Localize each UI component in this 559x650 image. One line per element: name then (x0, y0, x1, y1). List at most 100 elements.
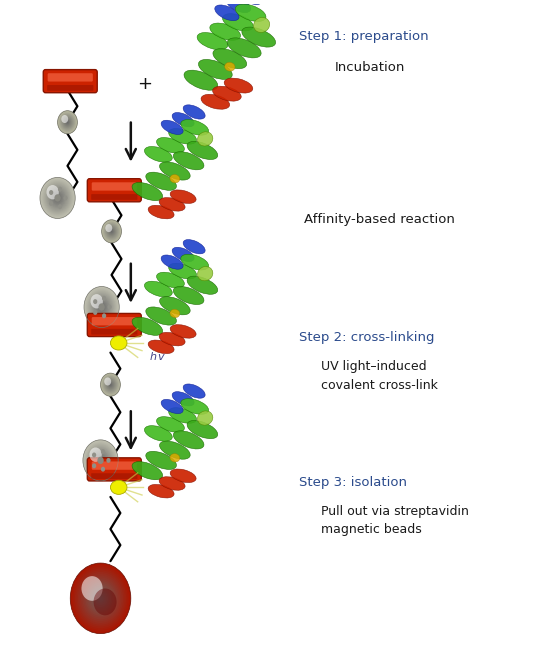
Ellipse shape (170, 469, 196, 482)
Circle shape (73, 567, 128, 630)
Ellipse shape (161, 120, 183, 135)
Ellipse shape (161, 399, 183, 413)
Circle shape (110, 384, 111, 385)
Circle shape (54, 194, 61, 202)
Ellipse shape (132, 462, 163, 480)
Circle shape (47, 186, 68, 210)
Ellipse shape (172, 392, 194, 406)
Ellipse shape (184, 70, 218, 90)
FancyBboxPatch shape (47, 85, 93, 91)
Circle shape (107, 226, 116, 237)
Ellipse shape (144, 146, 172, 162)
Ellipse shape (173, 287, 204, 305)
Circle shape (98, 458, 103, 463)
Ellipse shape (235, 4, 266, 21)
Circle shape (40, 177, 75, 218)
Ellipse shape (215, 5, 239, 21)
Circle shape (111, 231, 112, 232)
Ellipse shape (187, 276, 217, 294)
Circle shape (85, 287, 119, 326)
Circle shape (49, 188, 67, 208)
Circle shape (93, 310, 97, 315)
Circle shape (102, 296, 106, 301)
Ellipse shape (157, 272, 184, 288)
Ellipse shape (201, 94, 230, 109)
Circle shape (97, 456, 104, 465)
Circle shape (99, 458, 102, 462)
Circle shape (108, 382, 112, 387)
Ellipse shape (146, 451, 177, 469)
Circle shape (78, 572, 123, 625)
Ellipse shape (132, 317, 163, 335)
Circle shape (108, 227, 115, 235)
Ellipse shape (183, 240, 205, 254)
Circle shape (88, 291, 116, 324)
Text: UV light–induced
covalent cross-link: UV light–induced covalent cross-link (321, 360, 438, 392)
Ellipse shape (170, 309, 180, 318)
Circle shape (58, 187, 62, 192)
Circle shape (84, 442, 116, 479)
Circle shape (97, 302, 106, 312)
Circle shape (98, 304, 105, 311)
Circle shape (63, 116, 73, 128)
Circle shape (99, 597, 102, 600)
Circle shape (93, 588, 117, 616)
Circle shape (89, 447, 112, 474)
Ellipse shape (159, 296, 190, 315)
Circle shape (91, 294, 112, 319)
FancyBboxPatch shape (92, 182, 137, 190)
Circle shape (102, 313, 106, 318)
Ellipse shape (161, 255, 183, 269)
Circle shape (65, 120, 70, 125)
Circle shape (100, 460, 101, 461)
Circle shape (88, 292, 115, 322)
Circle shape (79, 574, 122, 623)
Circle shape (67, 121, 69, 124)
Text: Incubation: Incubation (335, 60, 405, 73)
Circle shape (60, 113, 75, 131)
Circle shape (101, 467, 105, 472)
Circle shape (107, 381, 114, 389)
Circle shape (105, 378, 116, 391)
Circle shape (89, 292, 114, 321)
Circle shape (55, 195, 60, 201)
Circle shape (102, 220, 121, 243)
Ellipse shape (157, 417, 184, 432)
Circle shape (61, 115, 74, 130)
Ellipse shape (238, 0, 262, 5)
Circle shape (91, 294, 103, 309)
Text: $h\,v$: $h\,v$ (149, 350, 167, 362)
Circle shape (93, 297, 111, 317)
Ellipse shape (197, 411, 213, 425)
Circle shape (103, 376, 118, 393)
Circle shape (53, 192, 63, 204)
Circle shape (92, 588, 110, 609)
Circle shape (46, 185, 59, 200)
Ellipse shape (181, 254, 209, 270)
Circle shape (102, 375, 119, 395)
Circle shape (48, 187, 67, 209)
Ellipse shape (132, 183, 163, 201)
Circle shape (49, 190, 53, 195)
Circle shape (84, 287, 119, 328)
Circle shape (103, 376, 117, 393)
FancyBboxPatch shape (87, 458, 141, 481)
Circle shape (61, 115, 68, 123)
Ellipse shape (183, 105, 205, 119)
Circle shape (102, 376, 119, 394)
Circle shape (93, 452, 107, 469)
Circle shape (92, 450, 110, 471)
Ellipse shape (159, 476, 185, 490)
Circle shape (56, 197, 59, 199)
Text: Step 2: cross-linking: Step 2: cross-linking (299, 332, 434, 344)
Circle shape (111, 230, 112, 233)
Circle shape (42, 179, 73, 216)
Circle shape (91, 449, 110, 472)
Circle shape (109, 228, 114, 234)
Ellipse shape (212, 86, 241, 101)
Circle shape (70, 563, 131, 634)
Circle shape (107, 226, 116, 237)
Circle shape (101, 374, 120, 396)
Circle shape (87, 445, 113, 476)
Circle shape (87, 582, 114, 614)
